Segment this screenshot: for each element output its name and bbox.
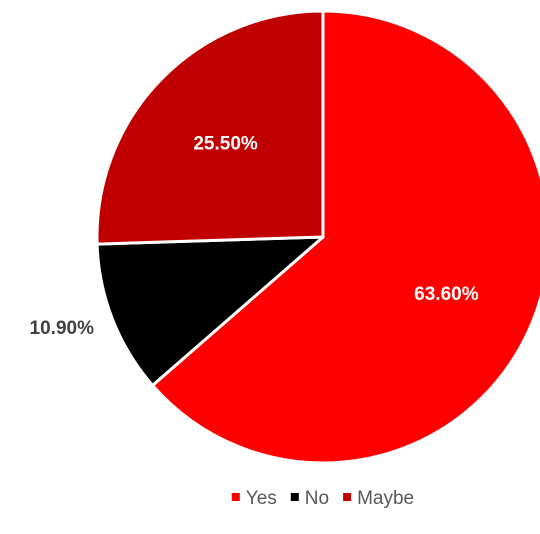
data-labels: 63.60% 10.90% 25.50% [30, 134, 479, 339]
legend-label-yes: Yes [246, 488, 277, 509]
legend-swatch-maybe [343, 493, 352, 501]
legend-label-maybe: Maybe [357, 488, 414, 509]
legend: Yes No Maybe [231, 488, 414, 509]
pie-slices [95, 9, 540, 465]
data-label-yes: 63.60% [414, 284, 479, 305]
legend-label-no: No [305, 488, 329, 509]
legend-swatch-yes [231, 493, 240, 501]
data-label-no: 10.90% [30, 318, 95, 339]
pie-slice-maybe [95, 9, 325, 246]
pie-slice-yes [151, 9, 540, 465]
legend-item-yes: Yes [231, 488, 277, 509]
legend-item-no: No [290, 488, 329, 509]
legend-swatch-no [290, 493, 299, 501]
data-label-maybe: 25.50% [193, 134, 258, 155]
pie-slice-no [95, 235, 325, 387]
legend-item-maybe: Maybe [343, 488, 414, 509]
